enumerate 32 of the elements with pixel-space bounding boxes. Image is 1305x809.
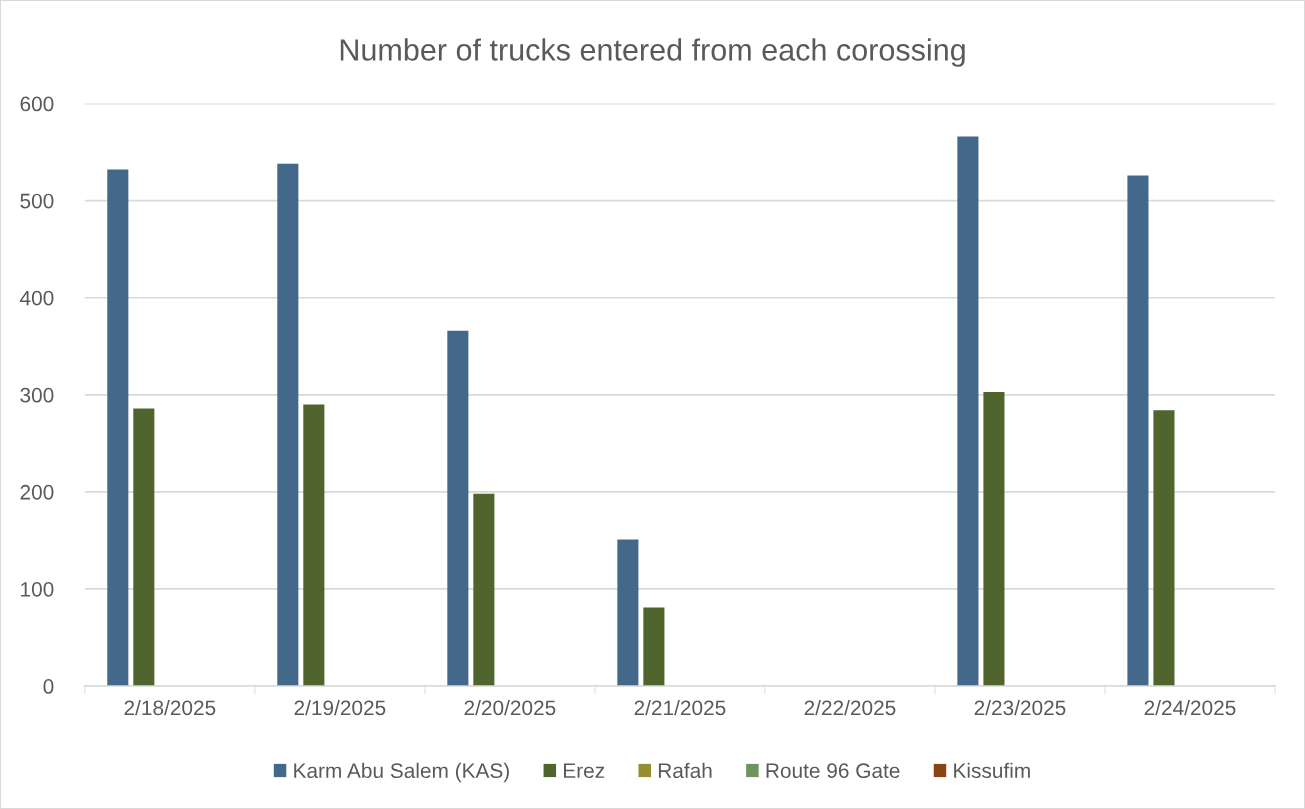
bar bbox=[643, 607, 665, 687]
bar bbox=[983, 391, 1005, 687]
legend-label: Karm Abu Salem (KAS) bbox=[294, 762, 509, 783]
x-tick-label: 2/23/2025 bbox=[974, 699, 1066, 716]
chart-title: Number of trucks entered from each corossing bbox=[340, 38, 965, 67]
legend-label: Rafah bbox=[658, 762, 712, 779]
y-tick-label: 200 bbox=[20, 484, 54, 500]
x-tick-label: 2/19/2025 bbox=[294, 699, 386, 716]
bar bbox=[133, 408, 155, 687]
x-tick-label: 2/20/2025 bbox=[464, 699, 556, 716]
bar bbox=[617, 539, 639, 687]
bar bbox=[277, 163, 299, 687]
y-tick-label: 300 bbox=[20, 387, 54, 403]
bar bbox=[1153, 410, 1175, 687]
y-tick-label: 0 bbox=[43, 679, 54, 694]
bar bbox=[447, 330, 469, 687]
y-tick-label: 600 bbox=[20, 96, 54, 112]
bar bbox=[957, 136, 979, 687]
x-tick-label: 2/24/2025 bbox=[1144, 699, 1236, 716]
x-tick-label: 2/22/2025 bbox=[804, 699, 896, 716]
legend-label: Erez bbox=[564, 763, 605, 779]
x-tick-label: 2/18/2025 bbox=[124, 699, 216, 716]
legend-label: Kissufim bbox=[954, 762, 1030, 779]
bar bbox=[1127, 175, 1149, 687]
legend-label: Route 96 Gate bbox=[766, 763, 900, 779]
bar bbox=[303, 404, 325, 687]
y-tick-label: 400 bbox=[19, 290, 54, 306]
bar bbox=[107, 169, 129, 687]
x-tick-label: 2/21/2025 bbox=[634, 699, 726, 716]
bar bbox=[473, 493, 495, 687]
y-tick-label: 100 bbox=[21, 581, 54, 597]
y-tick-label: 500 bbox=[20, 193, 54, 209]
